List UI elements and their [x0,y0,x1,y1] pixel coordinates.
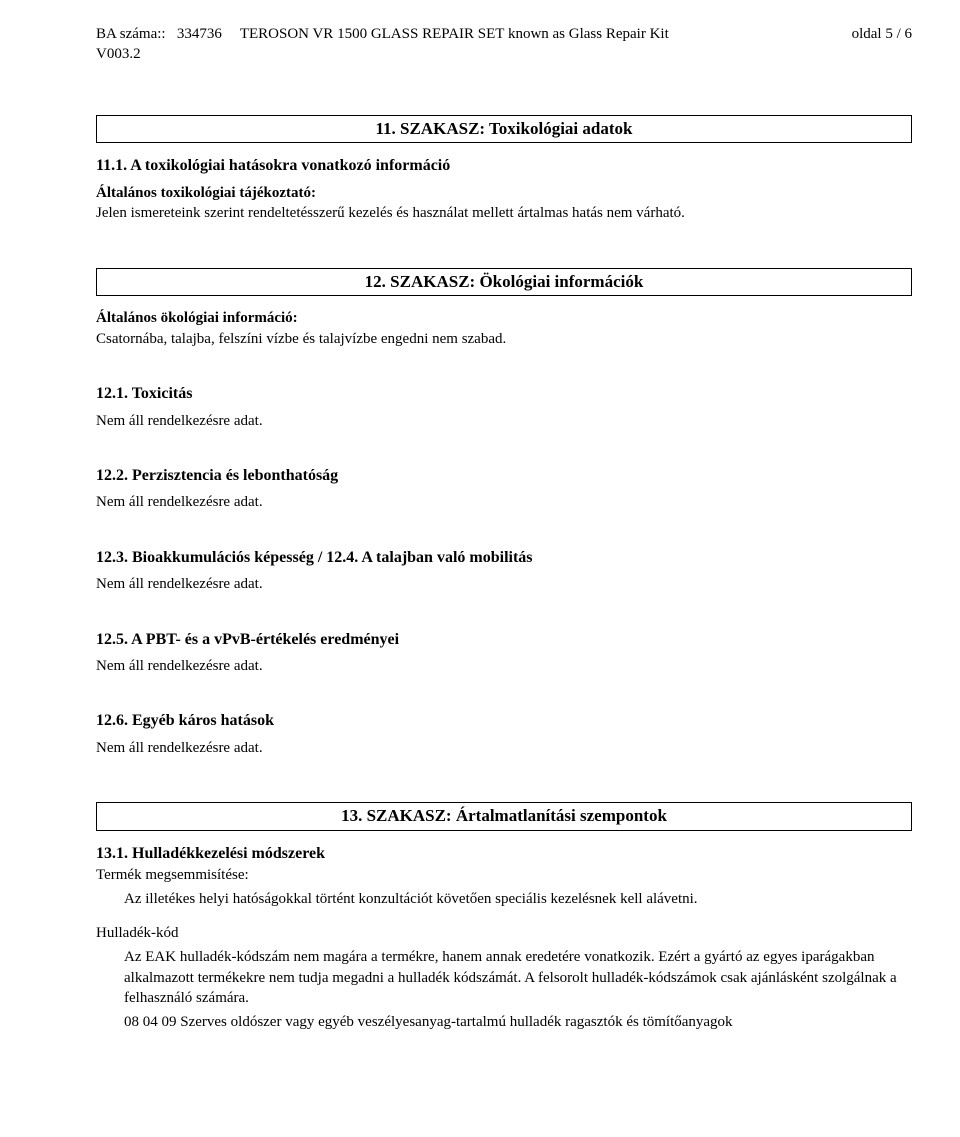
ba-number-value: 334736 [177,26,222,42]
waste-code-entry: 08 04 09 Szerves oldószer vagy egyéb ves… [124,1012,912,1032]
section-11-1-title: 11.1. A toxikológiai hatásokra vonatkozó… [96,155,912,177]
section-12-3-title: 12.3. Bioakkumulációs képesség / 12.4. A… [96,547,912,569]
section-12-1: 12.1. Toxicitás Nem áll rendelkezésre ad… [96,383,912,431]
section-12-6-title: 12.6. Egyéb káros hatások [96,710,912,732]
section-12-title-box: 12. SZAKASZ: Ökológiai információk [96,268,912,297]
section-13-waste-code: Hulladék-kód Az EAK hulladék-kódszám nem… [96,923,912,1032]
section-12-2: 12.2. Perzisztencia és lebonthatóság Nem… [96,465,912,513]
product-name: TEROSON VR 1500 GLASS REPAIR SET known a… [240,26,669,42]
section-13-title-box: 13. SZAKASZ: Ártalmatlanítási szempontok [96,802,912,831]
section-12-general: Általános ökológiai információ: Csatorná… [96,308,912,349]
section-12-5: 12.5. A PBT- és a vPvB-értékelés eredmén… [96,629,912,677]
ba-number-label: BA száma:: [96,26,166,42]
section-11-general: Általános toxikológiai tájékoztató: Jele… [96,183,912,224]
section-11-body: 11.1. A toxikológiai hatásokra vonatkozó… [96,155,912,223]
section-13-1-title: 13.1. Hulladékkezelési módszerek [96,843,912,865]
waste-code-text: Az EAK hulladék-kódszám nem magára a ter… [124,947,912,1008]
section-12-6-text: Nem áll rendelkezésre adat. [96,738,912,758]
section-11-general-label: Általános toxikológiai tájékoztató: [96,183,912,203]
section-12-general-label: Általános ökológiai információ: [96,308,912,328]
section-12-2-text: Nem áll rendelkezésre adat. [96,492,912,512]
section-11-title: 11. SZAKASZ: Toxikológiai adatok [376,119,633,138]
section-12-3: 12.3. Bioakkumulációs képesség / 12.4. A… [96,547,912,595]
section-11-general-text: Jelen ismereteink szerint rendeltetéssze… [96,203,912,223]
section-11-title-box: 11. SZAKASZ: Toxikológiai adatok [96,115,912,144]
section-12-3-text: Nem áll rendelkezésre adat. [96,574,912,594]
page-label: oldal 5 / 6 [852,26,912,42]
section-12-5-text: Nem áll rendelkezésre adat. [96,656,912,676]
section-13-disposal-label: Termék megsemmisítése: [96,865,912,885]
header-center: TEROSON VR 1500 GLASS REPAIR SET known a… [222,24,852,44]
ba-number-line: BA száma:: 334736 [96,24,222,44]
document-header: BA száma:: 334736 V003.2 TEROSON VR 1500… [96,24,912,65]
section-12-general-text: Csatornába, talajba, felszíni vízbe és t… [96,329,912,349]
section-12-1-text: Nem áll rendelkezésre adat. [96,411,912,431]
waste-code-label: Hulladék-kód [96,923,912,943]
section-12-6: 12.6. Egyéb káros hatások Nem áll rendel… [96,710,912,758]
section-12-title: 12. SZAKASZ: Ökológiai információk [365,272,644,291]
section-13-title: 13. SZAKASZ: Ártalmatlanítási szempontok [341,806,667,825]
section-12-5-title: 12.5. A PBT- és a vPvB-értékelés eredmén… [96,629,912,651]
section-12-2-title: 12.2. Perzisztencia és lebonthatóság [96,465,912,487]
header-left: BA száma:: 334736 V003.2 [96,24,222,65]
section-12-1-title: 12.1. Toxicitás [96,383,912,405]
section-13-body: 13.1. Hulladékkezelési módszerek Termék … [96,843,912,1032]
version: V003.2 [96,44,222,64]
header-right: oldal 5 / 6 [852,24,912,44]
section-13-disposal-text: Az illetékes helyi hatóságokkal történt … [124,889,912,909]
